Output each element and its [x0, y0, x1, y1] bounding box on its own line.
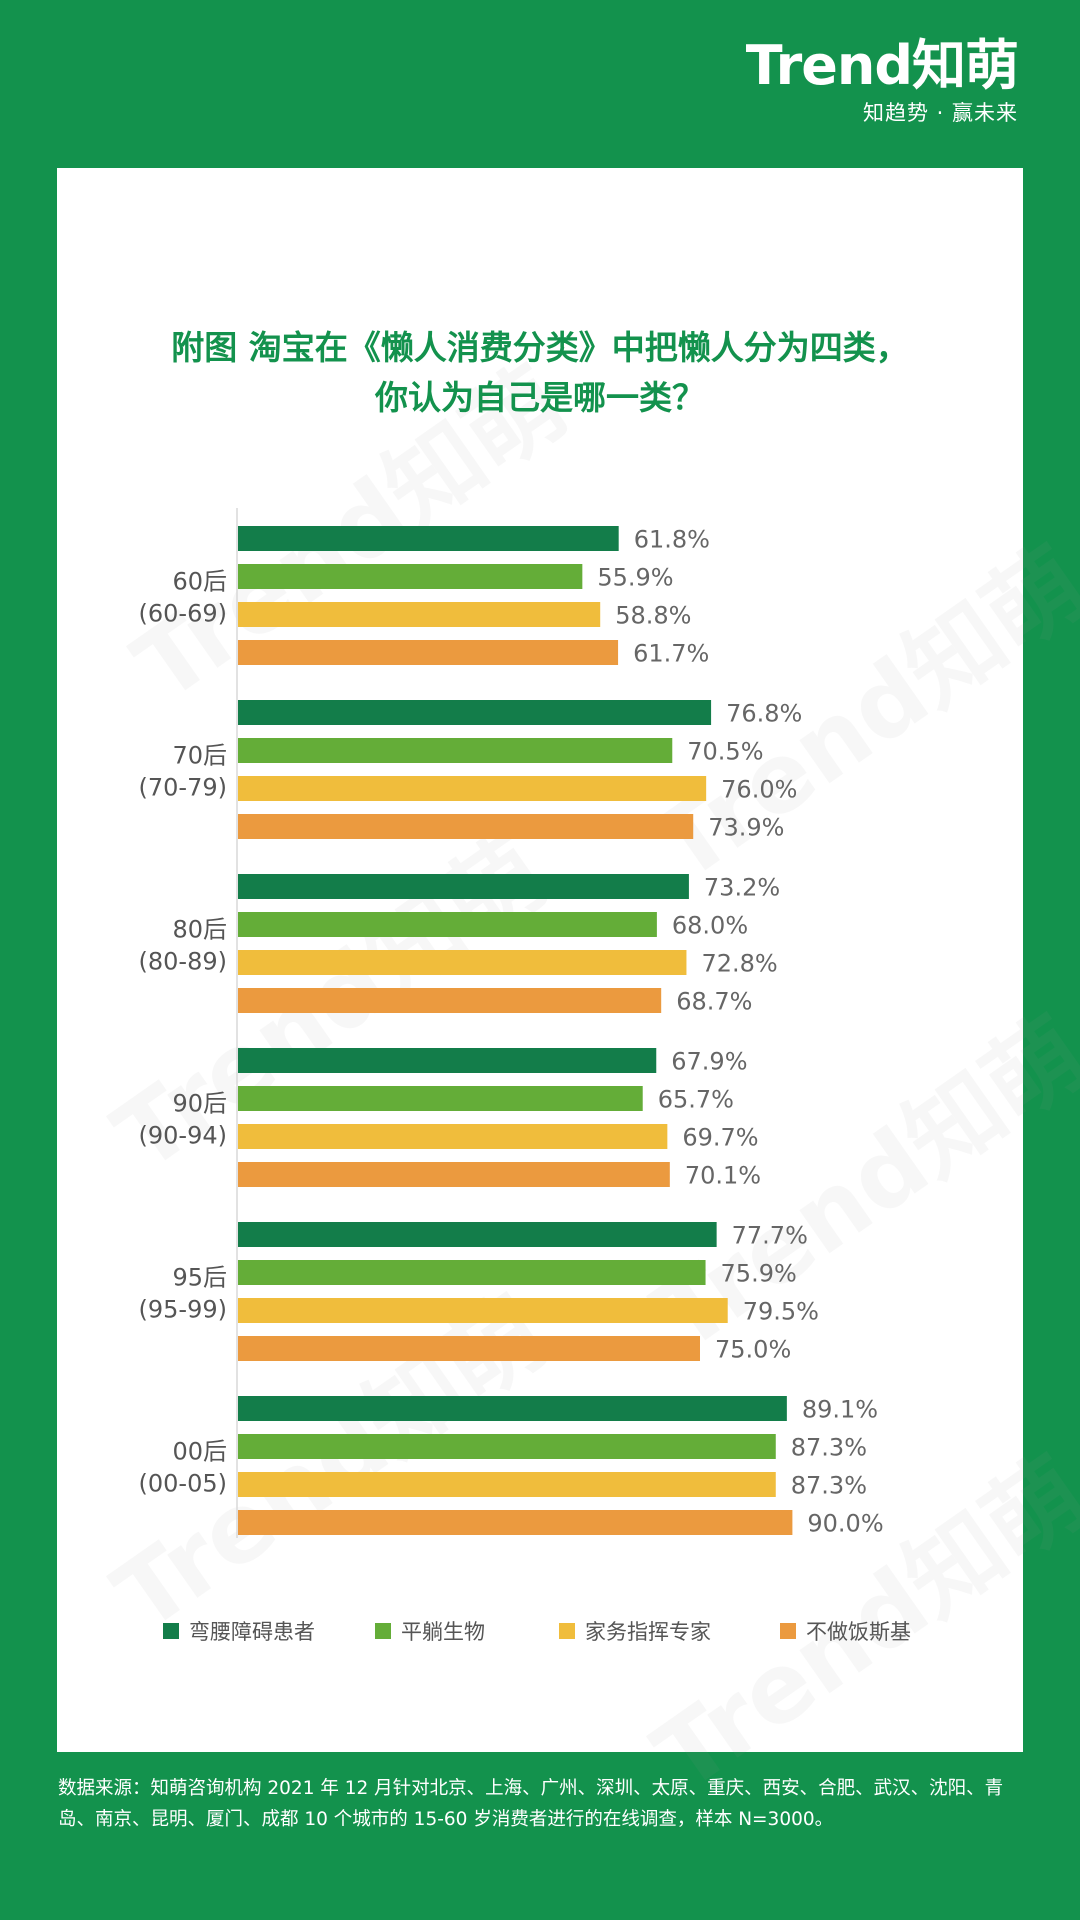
- data-label: 77.7%: [732, 1222, 808, 1250]
- category-label: 60后: [172, 568, 227, 596]
- legend-swatch: [375, 1623, 391, 1639]
- category-label: 00后: [172, 1438, 227, 1466]
- source-note: 数据来源：知萌咨询机构 2021 年 12 月针对北京、上海、广州、深圳、太原、…: [58, 1778, 1004, 1830]
- chart-title-line-2: 你认为自己是哪一类？: [375, 378, 705, 417]
- bar: [238, 950, 687, 975]
- data-label: 58.8%: [615, 602, 691, 630]
- data-label: 65.7%: [658, 1086, 734, 1114]
- data-label: 90.0%: [807, 1510, 883, 1538]
- bar: [238, 1336, 700, 1361]
- data-label: 73.2%: [704, 874, 780, 902]
- bar: [238, 1222, 717, 1247]
- brand-logo: Trend知萌: [745, 34, 1019, 97]
- bar: [238, 1124, 668, 1149]
- bar: [238, 640, 619, 665]
- category-sublabel: (00-05): [139, 1470, 227, 1498]
- bar: [238, 700, 712, 725]
- category-label: 70后: [172, 742, 227, 770]
- data-label: 69.7%: [682, 1124, 758, 1152]
- legend-label: 不做饭斯基: [806, 1620, 911, 1644]
- data-label: 68.0%: [672, 912, 748, 940]
- data-label: 75.9%: [721, 1260, 797, 1288]
- bar: [238, 1086, 643, 1111]
- category-sublabel: (95-99): [139, 1296, 227, 1324]
- chart-card: Trend知萌 Trend知萌 Trend知萌 Trend知萌 Trend知萌 …: [57, 168, 1080, 1813]
- data-label: 79.5%: [743, 1298, 819, 1326]
- data-label: 76.8%: [726, 700, 802, 728]
- bar-chart: 60后 (60-69) 61.8% 55.9% 58.8% 61.7% 70后 (70-79)…: [139, 508, 911, 1644]
- data-label: 67.9%: [671, 1048, 747, 1076]
- data-label: 76.0%: [721, 776, 797, 804]
- data-label: 70.5%: [687, 738, 763, 766]
- bar: [238, 1298, 728, 1323]
- data-label: 87.3%: [791, 1434, 867, 1462]
- chart-title: 附图 淘宝在《懒人消费分类》中把懒人分为四类， 你认为自己是哪一类？: [57, 323, 1023, 423]
- legend-swatch: [780, 1623, 796, 1639]
- data-label: 61.7%: [633, 640, 709, 668]
- category-sublabel: (60-69): [139, 600, 227, 628]
- bar: [238, 1048, 657, 1073]
- bar: [238, 776, 707, 801]
- bar: [238, 874, 689, 899]
- data-label: 61.8%: [634, 526, 710, 554]
- bar: [238, 1162, 670, 1187]
- brand-tagline: 知趋势 · 赢未来: [862, 101, 1018, 125]
- data-label: 70.1%: [685, 1162, 761, 1190]
- legend-label: 弯腰障碍患者: [189, 1620, 315, 1644]
- bar: [238, 1434, 776, 1459]
- bar: [238, 602, 601, 627]
- category-sublabel: (80-89): [139, 948, 227, 976]
- data-label: 75.0%: [715, 1336, 791, 1364]
- bar: [238, 988, 662, 1013]
- bar: [238, 1260, 706, 1285]
- bar: [238, 564, 583, 589]
- legend-label: 平躺生物: [401, 1620, 485, 1644]
- category-sublabel: (90-94): [139, 1122, 227, 1150]
- category-label: 95后: [172, 1264, 227, 1292]
- legend-swatch: [163, 1623, 179, 1639]
- data-label: 55.9%: [597, 564, 673, 592]
- data-label: 73.9%: [708, 814, 784, 842]
- bar: [238, 1510, 793, 1535]
- bar: [238, 814, 694, 839]
- brand-block: Trend知萌 知趋势 · 赢未来: [745, 34, 1019, 128]
- legend-swatch: [559, 1623, 575, 1639]
- data-label: 68.7%: [676, 988, 752, 1016]
- legend-label: 家务指挥专家: [585, 1620, 711, 1644]
- bar: [238, 912, 657, 937]
- data-label: 72.8%: [701, 950, 777, 978]
- bar: [238, 526, 619, 551]
- category-label: 80后: [172, 916, 227, 944]
- data-label: 89.1%: [802, 1396, 878, 1424]
- bar: [238, 1472, 776, 1497]
- bar: [238, 738, 673, 763]
- data-label: 87.3%: [791, 1472, 867, 1500]
- category-label: 90后: [172, 1090, 227, 1118]
- chart-title-line-1: 附图 淘宝在《懒人消费分类》中把懒人分为四类，: [171, 328, 909, 367]
- bar: [238, 1396, 787, 1421]
- category-sublabel: (70-79): [139, 774, 227, 802]
